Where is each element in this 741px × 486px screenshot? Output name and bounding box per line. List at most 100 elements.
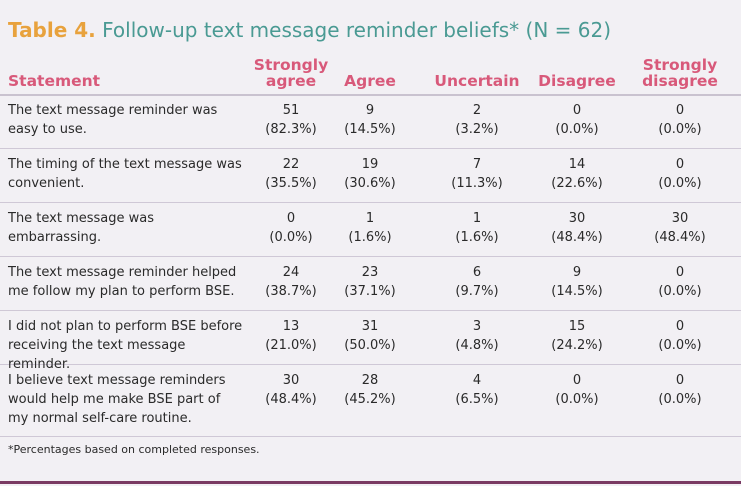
value-count: 3	[472, 319, 482, 334]
value-percent: (0.0%)	[658, 392, 702, 407]
row-value: 7 (11.3%)	[432, 155, 522, 193]
value-count: 6	[472, 265, 482, 280]
row-value: 9 (14.5%)	[325, 101, 415, 139]
row-statement: The text message reminder helped me foll…	[8, 265, 237, 299]
row-value: 30 (48.4%)	[635, 209, 725, 247]
value-percent: (38.7%)	[265, 284, 317, 299]
value-count: 2	[472, 103, 482, 118]
value-percent: (35.5%)	[265, 176, 317, 191]
table-header: Statement Strongly agree Agree Uncertain…	[0, 52, 741, 96]
value-count: 9	[572, 265, 582, 280]
row-statement: I believe text message reminders would h…	[8, 373, 226, 426]
row-value: 19 (30.6%)	[325, 155, 415, 193]
table-title: Table 4. Follow-up text message reminder…	[8, 18, 611, 42]
value-percent: (48.4%)	[654, 230, 706, 245]
value-count: 15	[568, 319, 586, 334]
value-percent: (30.6%)	[344, 176, 396, 191]
table-row: The text message reminder was easy to us…	[0, 94, 741, 149]
value-count: 0	[675, 319, 685, 334]
value-percent: (9.7%)	[455, 284, 499, 299]
value-percent: (0.0%)	[658, 122, 702, 137]
value-percent: (0.0%)	[555, 122, 599, 137]
header-strongly-disagree: Strongly disagree	[642, 56, 718, 90]
row-value: 31 (50.0%)	[325, 317, 415, 355]
row-value: 30 (48.4%)	[532, 209, 622, 247]
value-count: 0	[675, 103, 685, 118]
row-value: 2 (3.2%)	[432, 101, 522, 139]
value-percent: (37.1%)	[344, 284, 396, 299]
value-count: 9	[365, 103, 375, 118]
value-percent: (82.3%)	[265, 122, 317, 137]
row-value: 0 (0.0%)	[246, 209, 336, 247]
value-percent: (22.6%)	[551, 176, 603, 191]
value-count: 7	[472, 157, 482, 172]
value-percent: (0.0%)	[555, 392, 599, 407]
footnote: *Percentages based on completed response…	[8, 443, 260, 456]
header-uncertain: Uncertain	[434, 72, 520, 90]
value-count: 51	[282, 103, 300, 118]
value-count: 28	[361, 373, 379, 388]
row-value: 9 (14.5%)	[532, 263, 622, 301]
table-row: The text message reminder helped me foll…	[0, 256, 741, 311]
value-count: 23	[361, 265, 379, 280]
row-value: 0 (0.0%)	[532, 101, 622, 139]
value-percent: (14.5%)	[551, 284, 603, 299]
value-count: 4	[472, 373, 482, 388]
value-percent: (1.6%)	[455, 230, 499, 245]
header-strongly-agree: Strongly agree	[253, 56, 329, 90]
value-percent: (24.2%)	[551, 338, 603, 353]
value-count: 0	[675, 157, 685, 172]
row-value: 28 (45.2%)	[325, 371, 415, 409]
value-percent: (14.5%)	[344, 122, 396, 137]
value-percent: (11.3%)	[451, 176, 503, 191]
value-count: 14	[568, 157, 586, 172]
header-statement: Statement	[8, 72, 101, 90]
value-count: 0	[286, 211, 296, 226]
row-value: 0 (0.0%)	[635, 317, 725, 355]
table-row: I did not plan to perform BSE before rec…	[0, 310, 741, 372]
value-count: 13	[282, 319, 300, 334]
value-percent: (48.4%)	[265, 392, 317, 407]
header-disagree: Disagree	[538, 72, 616, 90]
value-count: 30	[568, 211, 586, 226]
row-value: 24 (38.7%)	[246, 263, 336, 301]
table-label: Table 4.	[8, 18, 96, 42]
value-percent: (0.0%)	[658, 284, 702, 299]
row-value: 1 (1.6%)	[325, 209, 415, 247]
row-value: 3 (4.8%)	[432, 317, 522, 355]
value-count: 31	[361, 319, 379, 334]
row-statement: The text message was embarrassing.	[8, 211, 155, 245]
row-value: 13 (21.0%)	[246, 317, 336, 355]
value-count: 0	[572, 103, 582, 118]
value-count: 30	[282, 373, 300, 388]
row-value: 23 (37.1%)	[325, 263, 415, 301]
row-value: 4 (6.5%)	[432, 371, 522, 409]
value-percent: (45.2%)	[344, 392, 396, 407]
header-agree: Agree	[344, 72, 396, 90]
value-percent: (4.8%)	[455, 338, 499, 353]
row-value: 30 (48.4%)	[246, 371, 336, 409]
value-count: 30	[671, 211, 689, 226]
table-caption: Follow-up text message reminder beliefs*…	[102, 18, 611, 42]
row-value: 0 (0.0%)	[635, 101, 725, 139]
value-percent: (6.5%)	[455, 392, 499, 407]
row-statement: The text message reminder was easy to us…	[8, 103, 218, 137]
value-percent: (0.0%)	[658, 176, 702, 191]
value-count: 0	[572, 373, 582, 388]
row-value: 15 (24.2%)	[532, 317, 622, 355]
row-value: 0 (0.0%)	[635, 371, 725, 409]
value-count: 19	[361, 157, 379, 172]
value-percent: (21.0%)	[265, 338, 317, 353]
row-value: 51 (82.3%)	[246, 101, 336, 139]
value-percent: (0.0%)	[658, 338, 702, 353]
value-percent: (0.0%)	[269, 230, 313, 245]
row-value: 0 (0.0%)	[635, 263, 725, 301]
row-value: 1 (1.6%)	[432, 209, 522, 247]
bottom-rule	[0, 481, 741, 484]
row-statement: The timing of the text message was conve…	[8, 157, 242, 191]
value-percent: (1.6%)	[348, 230, 392, 245]
value-count: 1	[365, 211, 375, 226]
row-value: 0 (0.0%)	[532, 371, 622, 409]
row-value: 22 (35.5%)	[246, 155, 336, 193]
value-count: 24	[282, 265, 300, 280]
